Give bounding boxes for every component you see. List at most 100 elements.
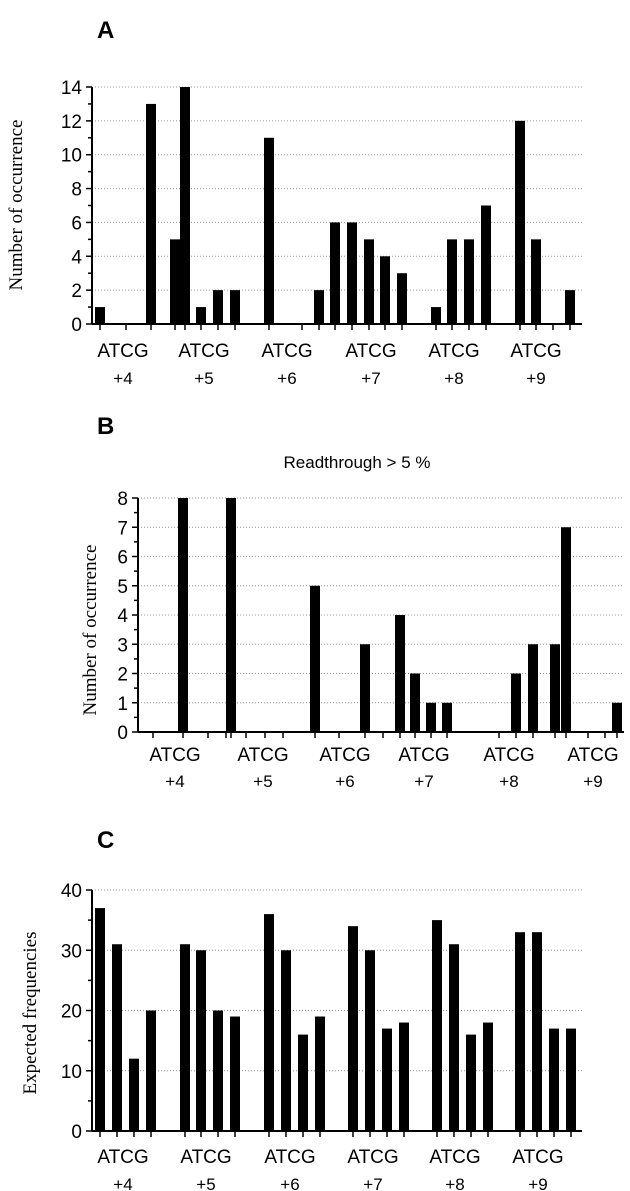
bar-+4-A	[95, 908, 105, 1131]
bar-+8-T	[449, 944, 459, 1131]
y-tick-label: 12	[61, 112, 82, 133]
base-labels: ATCG	[97, 1147, 148, 1168]
bar-+4-C	[129, 1058, 139, 1131]
bar-+4-T	[178, 498, 188, 732]
panel-label: C	[97, 827, 114, 854]
bar-+7-A	[347, 222, 357, 324]
bar-+6-G	[330, 222, 340, 324]
position-label: +4	[165, 772, 184, 791]
position-label: +9	[526, 369, 545, 388]
bar-+6-C	[314, 290, 324, 324]
bar-+4-G	[170, 239, 180, 324]
base-labels: ATCG	[264, 1147, 315, 1168]
position-label: +7	[363, 1175, 382, 1191]
base-labels: ATCG	[178, 341, 229, 362]
y-axis-label: Number of occurrence	[6, 120, 27, 291]
bar-+7-T	[365, 950, 375, 1131]
bar-+8-C	[466, 1034, 476, 1131]
base-labels: ATCG	[149, 745, 200, 766]
y-tick-label: 10	[61, 146, 82, 167]
base-labels: ATCG	[319, 745, 370, 766]
bar-+6-A	[264, 137, 274, 324]
position-label: +8	[445, 1175, 464, 1191]
y-tick-label: 0	[71, 1122, 82, 1143]
bar-+8-C	[528, 644, 538, 732]
bar-+5-A	[226, 498, 236, 732]
bar-+7-C	[380, 256, 390, 324]
bar-+8-G	[483, 1022, 493, 1131]
position-label: +9	[583, 772, 602, 791]
base-labels: ATCG	[345, 341, 396, 362]
position-label: +7	[414, 772, 433, 791]
bar-+4-C	[146, 103, 156, 324]
base-labels: ATCG	[180, 1147, 231, 1168]
base-labels: ATCG	[237, 745, 288, 766]
base-labels: ATCG	[567, 745, 618, 766]
y-tick-label: 3	[117, 635, 128, 656]
chart-panel-c: C 0 10 20 30 40 Expected frequencies ATCG +4 ATCG…	[20, 827, 582, 1191]
y-tick-label: 30	[61, 941, 82, 962]
position-label: +8	[444, 369, 463, 388]
bar-+9-G	[612, 702, 622, 732]
bar-+7-T	[364, 239, 374, 324]
bar-+9-A	[515, 932, 525, 1131]
bar-+4-G	[146, 1010, 156, 1131]
bar-+9-C	[549, 1028, 559, 1131]
bar-+6-A	[264, 914, 274, 1131]
y-tick-label: 0	[71, 315, 82, 336]
bar-+8-T	[511, 673, 521, 732]
base-labels: ATCG	[512, 1147, 563, 1168]
bar-+5-T	[196, 950, 206, 1131]
chart-panel-b: B Readthrough > 5 % 0 1 2 3 4 5 6 7 8 Number of occ…	[80, 413, 624, 791]
y-tick-label: 6	[117, 548, 128, 569]
y-tick-label: 4	[117, 606, 128, 627]
chart-subtitle: Readthrough > 5 %	[284, 453, 431, 472]
bar-+7-C	[382, 1028, 392, 1131]
y-tick-label: 14	[61, 78, 83, 99]
bar-+8-T	[447, 239, 457, 324]
position-label: +4	[113, 369, 132, 388]
bar-+9-G	[565, 290, 575, 324]
panel-label: B	[97, 413, 114, 440]
base-labels: ATCG	[97, 341, 148, 362]
base-labels: ATCG	[510, 341, 561, 362]
bar-+8-G	[481, 205, 491, 324]
bar-+7-G	[397, 273, 407, 324]
position-label: +5	[196, 1175, 215, 1191]
bar-+8-A	[431, 307, 441, 324]
y-tick-label: 1	[117, 694, 128, 715]
y-tick-label: 10	[61, 1062, 82, 1083]
y-tick-label: 20	[61, 1002, 82, 1023]
bar-+5-C	[213, 290, 223, 324]
bar-+5-C	[213, 1010, 223, 1131]
bar-+7-G	[442, 702, 452, 732]
base-labels: ATCG	[398, 745, 449, 766]
bar-+7-G	[399, 1022, 409, 1131]
y-tick-label: 8	[117, 489, 128, 510]
bar-+6-A	[310, 585, 320, 732]
bar-+9-T	[532, 932, 542, 1131]
position-label: +9	[528, 1175, 547, 1191]
base-labels: ATCG	[261, 341, 312, 362]
bar-+7-C	[426, 702, 436, 732]
bar-+5-A	[180, 87, 190, 324]
bar-+6-T	[281, 950, 291, 1131]
y-axis-label: Number of occurrence	[80, 545, 101, 716]
bar-+8-C	[464, 239, 474, 324]
y-tick-label: 2	[117, 665, 128, 686]
chart-panel-a: A 0 2 4 6 8 10 12 14 Number of occurrence ATCG +4 AT…	[6, 17, 582, 388]
y-tick-label: 8	[71, 180, 82, 201]
bar-+7-T	[410, 673, 420, 732]
y-axis-label: Expected frequencies	[20, 932, 41, 1095]
position-label: +5	[253, 772, 272, 791]
bar-+5-G	[230, 1016, 240, 1131]
bar-+5-T	[196, 307, 206, 324]
y-tick-label: 0	[117, 723, 128, 744]
bar-+9-T	[531, 239, 541, 324]
bar-+5-A	[180, 944, 190, 1131]
base-labels: ATCG	[429, 1147, 480, 1168]
bar-+8-G	[550, 644, 560, 732]
y-tick-label: 5	[117, 577, 128, 598]
position-label: +8	[499, 772, 518, 791]
